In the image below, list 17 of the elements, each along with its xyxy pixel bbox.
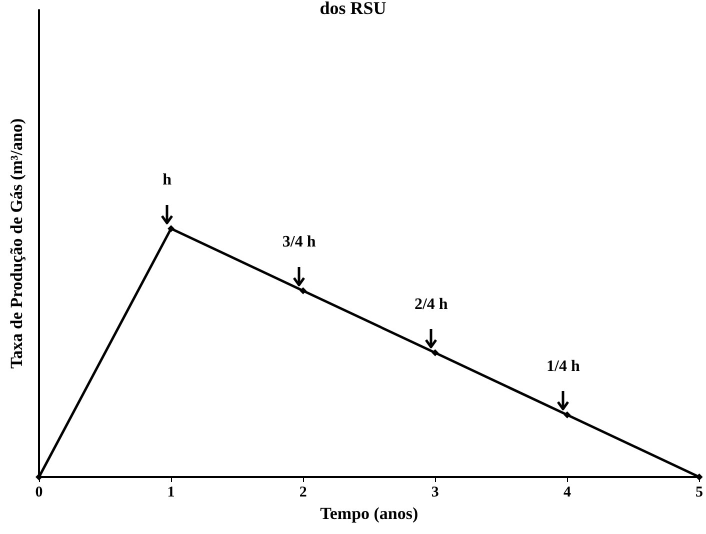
annotation: 3/4 h bbox=[282, 234, 316, 251]
y-axis-title: Taxa de Produção de Gás (m³/ano) bbox=[7, 118, 26, 369]
x-axis-title: Tempo (anos) bbox=[320, 504, 418, 523]
chart-title: dos RSU bbox=[320, 0, 386, 18]
x-tick-label: 1 bbox=[167, 484, 175, 500]
point bbox=[300, 287, 307, 294]
x-tick-label: 5 bbox=[696, 484, 703, 500]
x-tick-label: 2 bbox=[299, 484, 307, 500]
annotation: h bbox=[162, 172, 172, 189]
annotation: 1/4 h bbox=[546, 358, 580, 375]
x-tick-label: 4 bbox=[563, 484, 572, 500]
point bbox=[432, 349, 439, 356]
point bbox=[168, 225, 175, 232]
annotation: 2/4 h bbox=[414, 296, 448, 313]
x-tick-label: 0 bbox=[35, 484, 43, 500]
point bbox=[564, 411, 571, 418]
x-tick-label: 3 bbox=[431, 484, 439, 500]
